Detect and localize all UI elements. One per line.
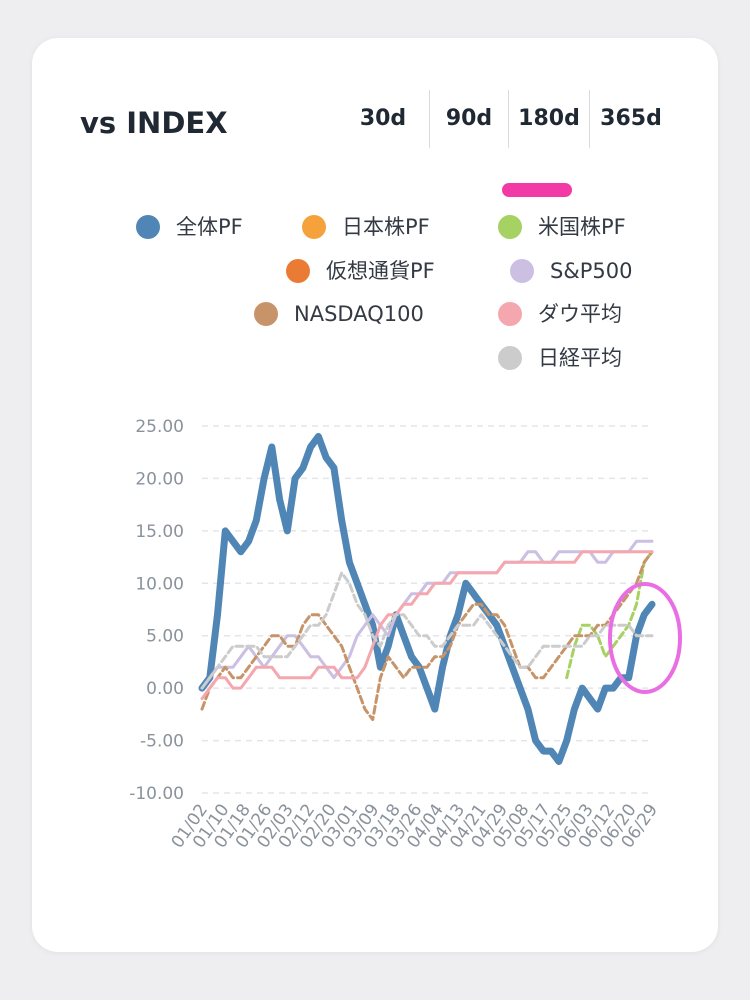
active-tab-indicator <box>502 183 572 197</box>
legend-label: ダウ平均 <box>538 302 622 326</box>
y-tick-label: -10.00 <box>129 784 184 804</box>
legend-dot <box>286 259 310 283</box>
legend-dot <box>136 215 160 239</box>
legend-label: 仮想通貨PF <box>326 259 435 283</box>
tab-divider <box>429 90 430 148</box>
series-line <box>200 550 654 722</box>
legend-dot <box>510 259 534 283</box>
legend-dot <box>498 215 522 239</box>
card-title: vs INDEX <box>80 106 228 140</box>
tab-90d[interactable]: 90d <box>445 106 493 131</box>
legend-dot <box>254 302 278 326</box>
legend-dot <box>302 215 326 239</box>
index-comparison-card: vs INDEX 30d 90d 180d 365d 全体PF 日本株PF 米国… <box>32 38 718 952</box>
y-tick-label: 0.00 <box>146 679 184 699</box>
x-axis: 01/0201/1001/1801/2602/0302/1202/2003/01… <box>168 800 662 852</box>
y-axis: 25.00 20.00 15.00 10.00 5.00 0.00 -5.00 -10.00 <box>129 417 184 804</box>
series-line <box>200 571 654 690</box>
legend-label: S&P500 <box>550 259 633 283</box>
y-tick-label: 25.00 <box>135 417 184 437</box>
highlight-circle-annotation <box>608 582 682 694</box>
legend-label: 全体PF <box>176 215 243 239</box>
y-tick-label: 15.00 <box>135 522 184 542</box>
series-line <box>565 550 654 680</box>
y-tick-label: 5.00 <box>146 627 184 647</box>
legend-label: 米国株PF <box>538 215 626 239</box>
line-chart: 25.0020.0015.0010.005.000.00-5.00-10.00 … <box>129 417 682 852</box>
series-layer <box>198 433 656 765</box>
series-line <box>200 539 654 690</box>
tab-divider <box>589 90 590 148</box>
tab-divider <box>508 90 509 148</box>
series-line <box>200 550 654 701</box>
y-tick-label: 10.00 <box>135 574 184 594</box>
series-line <box>198 433 656 765</box>
legend-label: 日経平均 <box>538 346 622 370</box>
legend-label: 日本株PF <box>342 215 430 239</box>
grid-layer <box>202 425 652 794</box>
tab-180d[interactable]: 180d <box>518 106 580 131</box>
y-tick-label: -5.00 <box>140 732 184 752</box>
y-tick-label: 20.00 <box>135 469 184 489</box>
legend-dot <box>498 346 522 370</box>
legend-label: NASDAQ100 <box>294 302 424 326</box>
tab-30d[interactable]: 30d <box>359 106 407 131</box>
legend-dot <box>498 302 522 326</box>
tab-365d[interactable]: 365d <box>600 106 662 131</box>
